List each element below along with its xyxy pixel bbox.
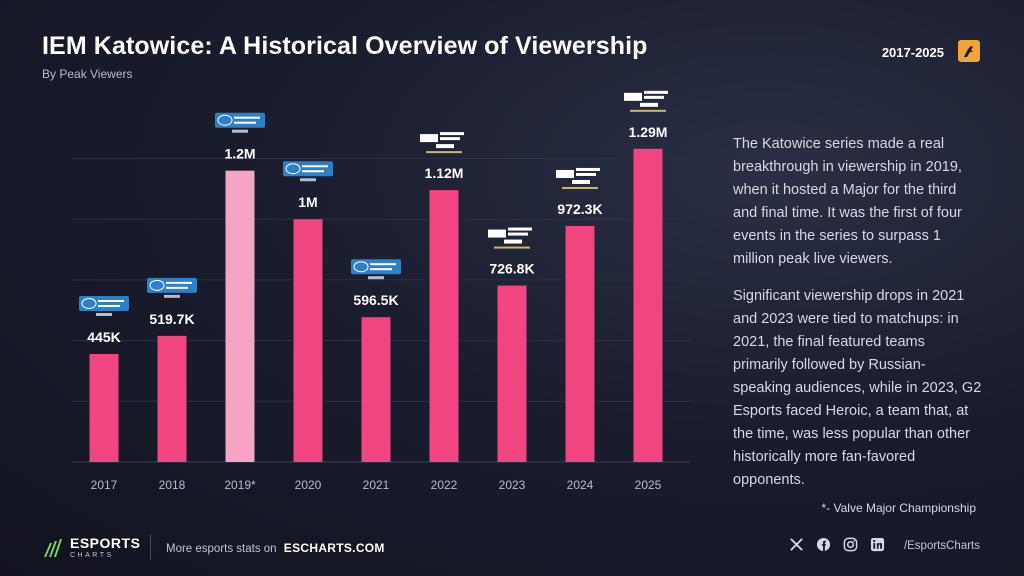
footer-divider xyxy=(150,534,151,560)
facebook-icon[interactable] xyxy=(816,537,831,552)
esports-charts-logo[interactable]: ESPORTS CHARTS xyxy=(42,536,140,559)
page-title: IEM Katowice: A Historical Overview of V… xyxy=(42,32,648,60)
x-tick-label: 2024 xyxy=(567,478,594,492)
linkedin-icon[interactable] xyxy=(870,537,885,552)
x-tick-label: 2017 xyxy=(91,478,118,492)
bar xyxy=(497,285,527,462)
bar xyxy=(293,219,323,462)
instagram-icon[interactable] xyxy=(843,537,858,552)
x-tick-label: 2023 xyxy=(499,478,526,492)
counter-strike-icon xyxy=(958,40,980,62)
x-icon[interactable] xyxy=(789,537,804,552)
social-handle: /EsportsCharts xyxy=(903,540,980,552)
intel-esl-logo xyxy=(556,167,600,189)
bar xyxy=(633,148,663,463)
social-links xyxy=(789,537,885,552)
bar xyxy=(361,317,391,462)
data-label: 519.7K xyxy=(149,311,194,327)
iem-logo xyxy=(147,277,197,298)
intel-esl-logo xyxy=(420,132,464,154)
data-label: 972.3K xyxy=(557,201,602,217)
footnote: *- Valve Major Championship xyxy=(821,501,976,515)
year-range: 2017-2025 xyxy=(881,45,944,60)
data-label: 596.5K xyxy=(353,292,398,308)
description-paragraph-2: Significant viewership drops in 2021 and… xyxy=(733,288,982,488)
data-label: 726.8K xyxy=(489,261,534,277)
x-tick-label: 2025 xyxy=(635,478,662,492)
more-stats-label: More esports stats on xyxy=(166,543,277,555)
page-subtitle: By Peak Viewers xyxy=(42,67,133,81)
data-label: 1.12M xyxy=(425,165,464,181)
intel-esl-logo xyxy=(488,227,532,249)
bar xyxy=(225,170,255,463)
brand-sub: CHARTS xyxy=(70,552,114,559)
x-tick-label: 2018 xyxy=(159,478,186,492)
more-stats-text: More esports stats on ESCHARTS.COM xyxy=(166,541,385,555)
description-paragraph-1: The Katowice series made a real breakthr… xyxy=(733,136,962,267)
footer: ESPORTS CHARTS More esports stats on ESC… xyxy=(0,528,1024,568)
intel-esl-logo xyxy=(624,90,668,112)
iem-logo xyxy=(215,112,265,133)
esports-charts-logo-mark xyxy=(44,538,62,557)
bar xyxy=(89,353,119,462)
iem-logo xyxy=(351,259,401,280)
bar-chart: 445K 2017 519.7K 2018 1.2M 2019* 1M 2020 596.5K 2… xyxy=(72,90,690,492)
bar xyxy=(157,335,187,462)
iem-logo xyxy=(79,295,129,316)
x-tick-label: 2022 xyxy=(431,478,458,492)
x-tick-label: 2019* xyxy=(224,478,256,492)
site-link[interactable]: ESCHARTS.COM xyxy=(283,541,385,555)
data-label: 1.29M xyxy=(629,124,668,140)
data-label: 445K xyxy=(87,329,120,345)
x-tick-label: 2021 xyxy=(363,478,390,492)
data-label: 1M xyxy=(298,194,317,210)
x-tick-label: 2020 xyxy=(295,478,322,492)
bar xyxy=(429,190,459,462)
data-label: 1.2M xyxy=(224,146,255,162)
iem-logo xyxy=(283,161,333,182)
bar xyxy=(565,225,595,462)
brand-name: ESPORTS xyxy=(70,535,141,551)
